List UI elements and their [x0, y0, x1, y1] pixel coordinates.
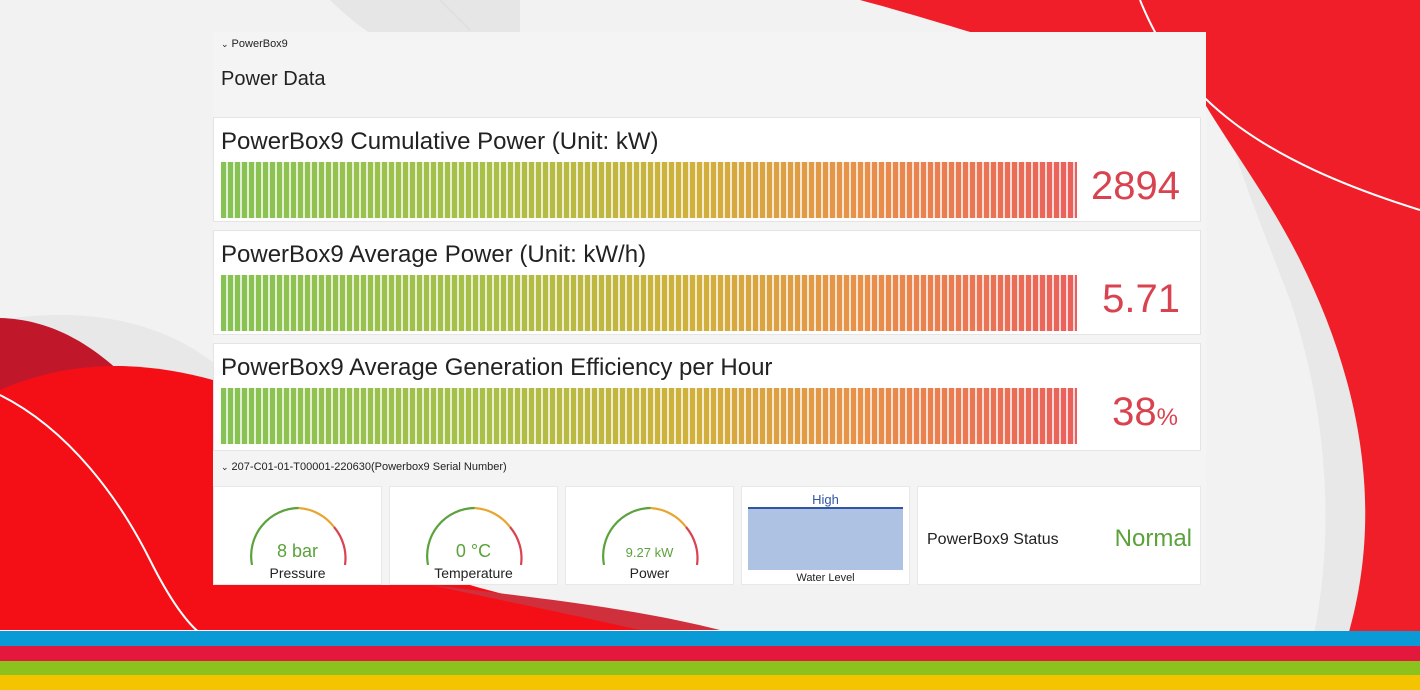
bar-gauge — [221, 162, 1077, 218]
brand-stripe-yellow — [0, 675, 1420, 690]
gauge-label: Temperature — [434, 565, 513, 581]
average-power-panel: PowerBox9 Average Power (Unit: kW/h) 5.7… — [213, 230, 1201, 335]
brand-stripe-green — [0, 661, 1420, 675]
brand-stripe-red — [0, 646, 1420, 661]
gauge-arc — [426, 506, 523, 565]
panel-value: 5.71 — [1102, 277, 1180, 321]
generation-efficiency-panel: PowerBox9 Average Generation Efficiency … — [213, 343, 1201, 451]
pressure-gauge-panel: 8 bar Pressure — [213, 486, 382, 585]
panel-value: 2894 — [1091, 164, 1180, 208]
dashboard-screenshot: ⌄ PowerBox9 Power Data PowerBox9 Cumulati… — [213, 32, 1206, 585]
gauge-label: Power — [629, 565, 670, 581]
bar-gauge — [221, 275, 1077, 331]
brand-stripe-blue — [0, 631, 1420, 646]
section-title: Power Data — [221, 68, 326, 90]
cumulative-power-panel: PowerBox9 Cumulative Power (Unit: kW) 28… — [213, 117, 1201, 222]
chevron-down-icon: ⌄ — [221, 39, 229, 49]
panel-title: PowerBox9 Cumulative Power (Unit: kW) — [221, 128, 659, 155]
status-value: Normal — [1114, 525, 1192, 552]
gauge-label: Pressure — [269, 565, 326, 581]
gauge-arc — [250, 506, 347, 565]
chevron-down-icon: ⌄ — [221, 462, 229, 472]
panel-value: 38% — [1112, 390, 1178, 434]
status-panel: PowerBox9 Status Normal — [917, 486, 1201, 585]
row-header-serial[interactable]: ⌄ 207-C01-01-T00001-220630(Powerbox9 Seri… — [221, 461, 507, 473]
panel-title: PowerBox9 Average Generation Efficiency … — [221, 354, 773, 381]
water-level-label: Water Level — [796, 572, 855, 584]
water-level-fill — [748, 507, 903, 570]
power-gauge-panel: 9.27 kW Power — [565, 486, 734, 585]
row-header-powerbox[interactable]: ⌄ PowerBox9 — [221, 38, 288, 50]
temperature-gauge-panel: 0 °C Temperature — [389, 486, 558, 585]
gauge-arc — [602, 506, 699, 565]
gauge-value: 8 bar — [276, 541, 319, 561]
water-level-panel: High Water Level — [741, 486, 910, 585]
gauge-value: 9.27 kW — [625, 545, 674, 560]
water-level-value: High — [812, 492, 839, 507]
bar-gauge — [221, 388, 1077, 444]
gauge-value: 0 °C — [455, 541, 492, 561]
panel-title: PowerBox9 Average Power (Unit: kW/h) — [221, 241, 647, 268]
status-label: PowerBox9 Status — [927, 531, 1059, 548]
